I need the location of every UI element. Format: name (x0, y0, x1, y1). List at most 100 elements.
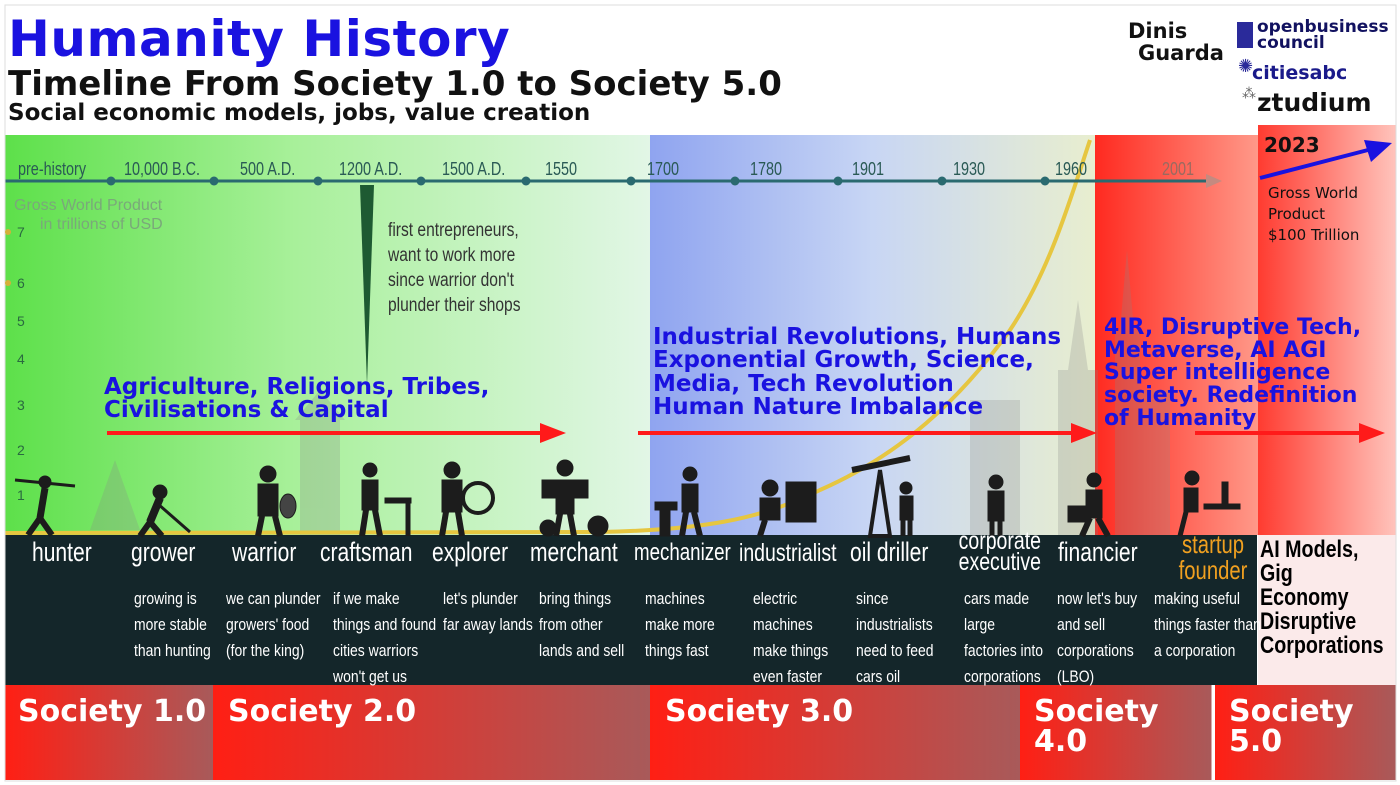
role-name-financier: financier (1058, 537, 1138, 567)
timeline-tick-1500ad: 1500 A.D. (442, 159, 506, 179)
merchant-figure-icon (539, 459, 609, 537)
role-desc-corporate-executive: cars made large factories into corporati… (964, 589, 1044, 686)
obc-logo-line1: openbusiness (1257, 17, 1389, 37)
annotation-line: first entrepreneurs, (388, 220, 519, 241)
ai-line: Gig Economy (1260, 560, 1349, 611)
page-tagline: Social economic models, jobs, value crea… (8, 100, 591, 126)
era-line: Exponential Growth, Science, (653, 347, 1034, 374)
y-tick: 4 (17, 351, 25, 367)
ztudium-logo: ztudium (1257, 88, 1372, 117)
society-1-label: Society 1.0 (18, 694, 207, 729)
timeline-dot (833, 176, 843, 186)
y-tick: 7 (17, 224, 25, 240)
era-line: Media, Tech Revolution (653, 370, 954, 397)
timeline-tick-prehistory: pre-history (18, 159, 87, 179)
timeline-dot (106, 176, 116, 186)
role-desc-craftsman: if we make things and found cities warri… (333, 589, 437, 686)
role-name-craftsman: craftsman (320, 537, 413, 567)
era-line: Human Nature Imbalance (653, 394, 984, 421)
annotation-line: plunder their shops (388, 295, 521, 316)
gwp-note-line2: Product (1268, 205, 1325, 223)
annotation-line: since warrior don't (388, 270, 514, 291)
open-business-council-icon (1237, 22, 1253, 48)
role-name-explorer: explorer (432, 537, 509, 567)
role-name-startup-founder: startup founder (1178, 529, 1248, 585)
timeline-dot (1040, 176, 1050, 186)
annotation-line: want to work more (388, 245, 516, 266)
timeline-tick-1550: 1550 (545, 159, 578, 179)
role-desc-oil-driller: since industrialists need to feed cars o… (856, 589, 934, 686)
society-3-label: Society 3.0 (665, 694, 854, 729)
era-line: of Humanity (1104, 405, 1257, 431)
ztudium-icon: ⁂ (1242, 86, 1256, 102)
era-line: Metaverse, AI AGI (1104, 337, 1327, 363)
y-tick: 6 (17, 275, 25, 291)
role-name-oil-driller: oil driller (850, 537, 929, 567)
timeline-tick-2001: 2001 (1162, 159, 1195, 179)
ai-line: Disruptive (1260, 608, 1357, 635)
ai-line: Corporations (1260, 632, 1384, 659)
hunter-figure-icon (14, 475, 76, 537)
explorer-figure-icon (439, 461, 495, 537)
role-desc-grower: growing is more stable than hunting (134, 589, 211, 660)
society-5-label: Society 5.0 (1229, 694, 1354, 759)
role-desc-warrior: we can plunder growers' food (for the ki… (226, 589, 321, 660)
obc-logo-line2: council (1257, 33, 1325, 53)
timeline-tick-1930: 1930 (953, 159, 986, 179)
y-tick: 2 (17, 442, 25, 458)
citiesabc-logo: citiesabc (1252, 62, 1348, 84)
y-tick: 3 (17, 397, 25, 413)
timeline-tick-10000bc: 10,000 B.C. (124, 159, 201, 179)
ai-line: AI Models, (1260, 536, 1359, 563)
timeline-dot (730, 176, 740, 186)
role-name-hunter: hunter (32, 537, 92, 567)
citiesabc-icon: ✺ (1238, 56, 1254, 77)
y-tick-dot (5, 280, 11, 286)
role-name-corporate-executive: corporate executive (958, 527, 1041, 576)
entrepreneurs-annotation: first entrepreneurs, want to work more s… (388, 218, 521, 318)
warrior-figure-icon (255, 465, 297, 537)
timeline-tick-1960: 1960 (1055, 159, 1088, 179)
mechanizer-figure-icon (654, 466, 703, 537)
era-heading-industrial: Industrial Revolutions, Humans Exponenti… (653, 325, 1061, 421)
gwp-axis-label: Gross World Product in trillions of USD (14, 196, 163, 234)
era-line: Agriculture, Religions, Tribes, (104, 374, 490, 400)
gwp-axis-line2: in trillions of USD (40, 216, 163, 233)
grower-figure-icon (137, 484, 191, 538)
role-name-warrior: warrior (232, 537, 297, 567)
gwp-note-line3: $100 Trillion (1268, 226, 1360, 244)
timeline-tick-1200ad: 1200 A.D. (339, 159, 403, 179)
role-name-industrialist: industrialist (739, 539, 837, 567)
era-heading-4ir: 4IR, Disruptive Tech, Metaverse, AI AGI … (1104, 315, 1362, 431)
timeline-dot (521, 176, 531, 186)
role-name-merchant: merchant (530, 537, 618, 567)
era-heading-agriculture: Agriculture, Religions, Tribes, Civilisa… (104, 374, 490, 424)
page-subtitle: Timeline From Society 1.0 to Society 5.0 (8, 64, 782, 104)
startup-founder-figure-icon (1177, 470, 1241, 537)
job-pictograms (14, 455, 1241, 538)
timeline-tick-500ad: 500 A.D. (240, 159, 296, 179)
era-line: Civilisations & Capital (104, 397, 389, 424)
gwp-note-line1: Gross World (1268, 184, 1359, 202)
role-desc-startup-founder: making useful things faster than a corpo… (1154, 589, 1261, 660)
role-desc-financier: now let's buy and sell corporations (LBO… (1057, 589, 1138, 686)
society-2-label: Society 2.0 (228, 694, 417, 729)
timeline-dot (416, 176, 426, 186)
timeline-dot (626, 176, 636, 186)
dinis-logo-line2: Guarda (1138, 41, 1224, 65)
timeline-tick-1780: 1780 (750, 159, 783, 179)
society-4-label: Society 4.0 (1034, 694, 1159, 759)
timeline-dots (5, 176, 1050, 286)
society-5-jobs-text: AI Models, Gig Economy Disruptive Corpor… (1260, 538, 1384, 658)
y-tick: 5 (17, 313, 25, 329)
role-desc-explorer: let's plunder far away lands (443, 589, 533, 634)
open-business-council-logo: openbusiness council (1257, 17, 1389, 53)
craftsman-figure-icon (359, 462, 412, 537)
year-2023-label: 2023 (1264, 133, 1320, 157)
oil-driller-figure-icon (851, 455, 914, 538)
era-line: 4IR, Disruptive Tech, (1104, 315, 1362, 340)
gwp-2023-note: Gross World Product $100 Trillion (1268, 183, 1359, 246)
dinis-guarda-logo: Dinis Guarda (1128, 20, 1224, 64)
financier-figure-icon (1067, 472, 1111, 538)
